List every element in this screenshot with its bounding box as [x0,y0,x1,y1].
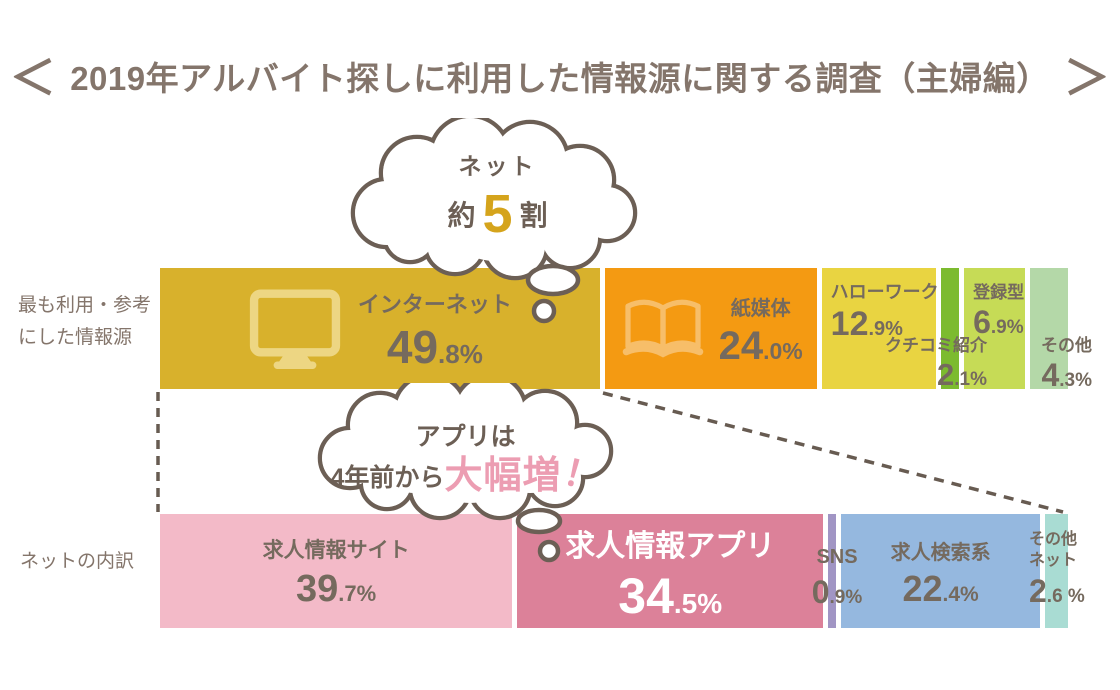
segment-label: SNS [816,546,858,568]
segment-value: 12.9% [830,305,903,343]
thought-bubble-net [350,118,638,324]
segment-value: 0.9% [811,574,863,610]
segment-value: 4.3% [1041,357,1092,393]
row2-label: ネットの内訳 [20,551,135,572]
segment-label: クチコミ紹介 [885,336,987,355]
segment-label-line1: その他 [1029,531,1078,548]
row1-label-line2: にした情報源 [18,327,133,348]
row1-label-line1: 最も利用・参考 [18,295,152,316]
row1-label: 最も利用・参考 にした情報源 [18,290,151,354]
segment-other [1030,268,1068,389]
segment-sns [828,514,837,628]
segment-label: 求人情報アプリ [565,530,776,563]
title-text: 2019年アルバイト探しに利用した情報源に関する調査（主婦編） [70,60,1050,97]
segment-value: 34.5% [618,568,723,624]
segment-value: 2.6 % [1029,573,1085,609]
app-callout-exclamation: ！ [560,451,606,500]
segment-value: 49.8% [386,321,483,373]
segment-job-site: 求人情報サイト 39.7% [160,514,513,628]
segment-word-of-mouth [940,268,960,389]
page-title: ＜ 2019年アルバイト探しに利用した情報源に関する調査（主婦編） ＞ [0,42,1120,108]
segment-job-search: 求人検索系 22.4% [841,514,1040,628]
segment-value: 22.4% [902,567,979,609]
net-callout-unit: 割 [519,200,548,231]
app-callout-lead: 4年前から [330,464,445,492]
bar-information-sources: インターネット 49.8% 紙媒体 24.0% ハローワーク 12.9% [160,268,1092,391]
segment-job-app: 求人情報アプリ 34.5% [517,514,824,628]
segment-label: 求人情報サイト [262,539,410,562]
segment-registration-type: 登録型 6.9% [964,268,1026,389]
word-of-mouth-callout-label: クチコミ紹介 2.1% [885,331,987,390]
segment-label: ハローワーク [830,282,939,302]
title-close-bracket: ＞ [1063,52,1111,104]
other-net-callout-label: その他 ネット 2.6 % [1029,529,1085,607]
net-callout-line1: ネット [458,153,537,179]
segment-label: 求人検索系 [890,541,991,564]
title-open-bracket: ＜ [9,52,57,104]
net-callout-approx: 約 [447,200,476,231]
segment-paper-media: 紙媒体 24.0% [604,268,817,389]
segment-label: インターネット [357,292,512,317]
thought-bubble-tail-small [531,298,557,324]
thought-bubble-tail-large [525,263,581,297]
segment-label: 紙媒体 [730,297,791,320]
bar-net-breakdown: 求人情報サイト 39.7% 求人情報アプリ 34.5% 求人検索系 22.4% … [160,514,1085,628]
thought-bubble-tail-large [515,507,563,535]
connector-line-right [602,391,1064,514]
segment-internet: インターネット 49.8% [160,268,600,389]
thought-bubble-app [317,383,614,563]
segment-label: その他 [1041,336,1092,355]
segment-other-net [1044,514,1068,628]
app-callout-text: アプリは 4年前から 大幅増 ！ [318,417,613,500]
net-callout-number: 5 [482,184,513,244]
segment-hellowork: ハローワーク 12.9% [821,268,939,389]
app-callout-emphasis: 大幅増 [444,455,562,497]
other-callout-label: その他 4.3% [1041,331,1092,391]
segment-value: 24.0% [718,323,803,368]
segment-label: 登録型 [973,283,1025,302]
net-callout-text: ネット 約 5 割 [390,147,605,245]
sns-callout-label: SNS 0.9% [772,546,902,608]
computer-icon [249,288,340,369]
app-callout-line1: アプリは [415,423,516,451]
segment-value: 2.1% [937,357,987,392]
segment-value: 39.7% [295,568,377,610]
book-icon [622,299,703,357]
thought-bubble-tail-small [537,539,561,563]
segment-value: 6.9% [973,304,1024,340]
segment-label-line2: ネット [1029,552,1078,569]
